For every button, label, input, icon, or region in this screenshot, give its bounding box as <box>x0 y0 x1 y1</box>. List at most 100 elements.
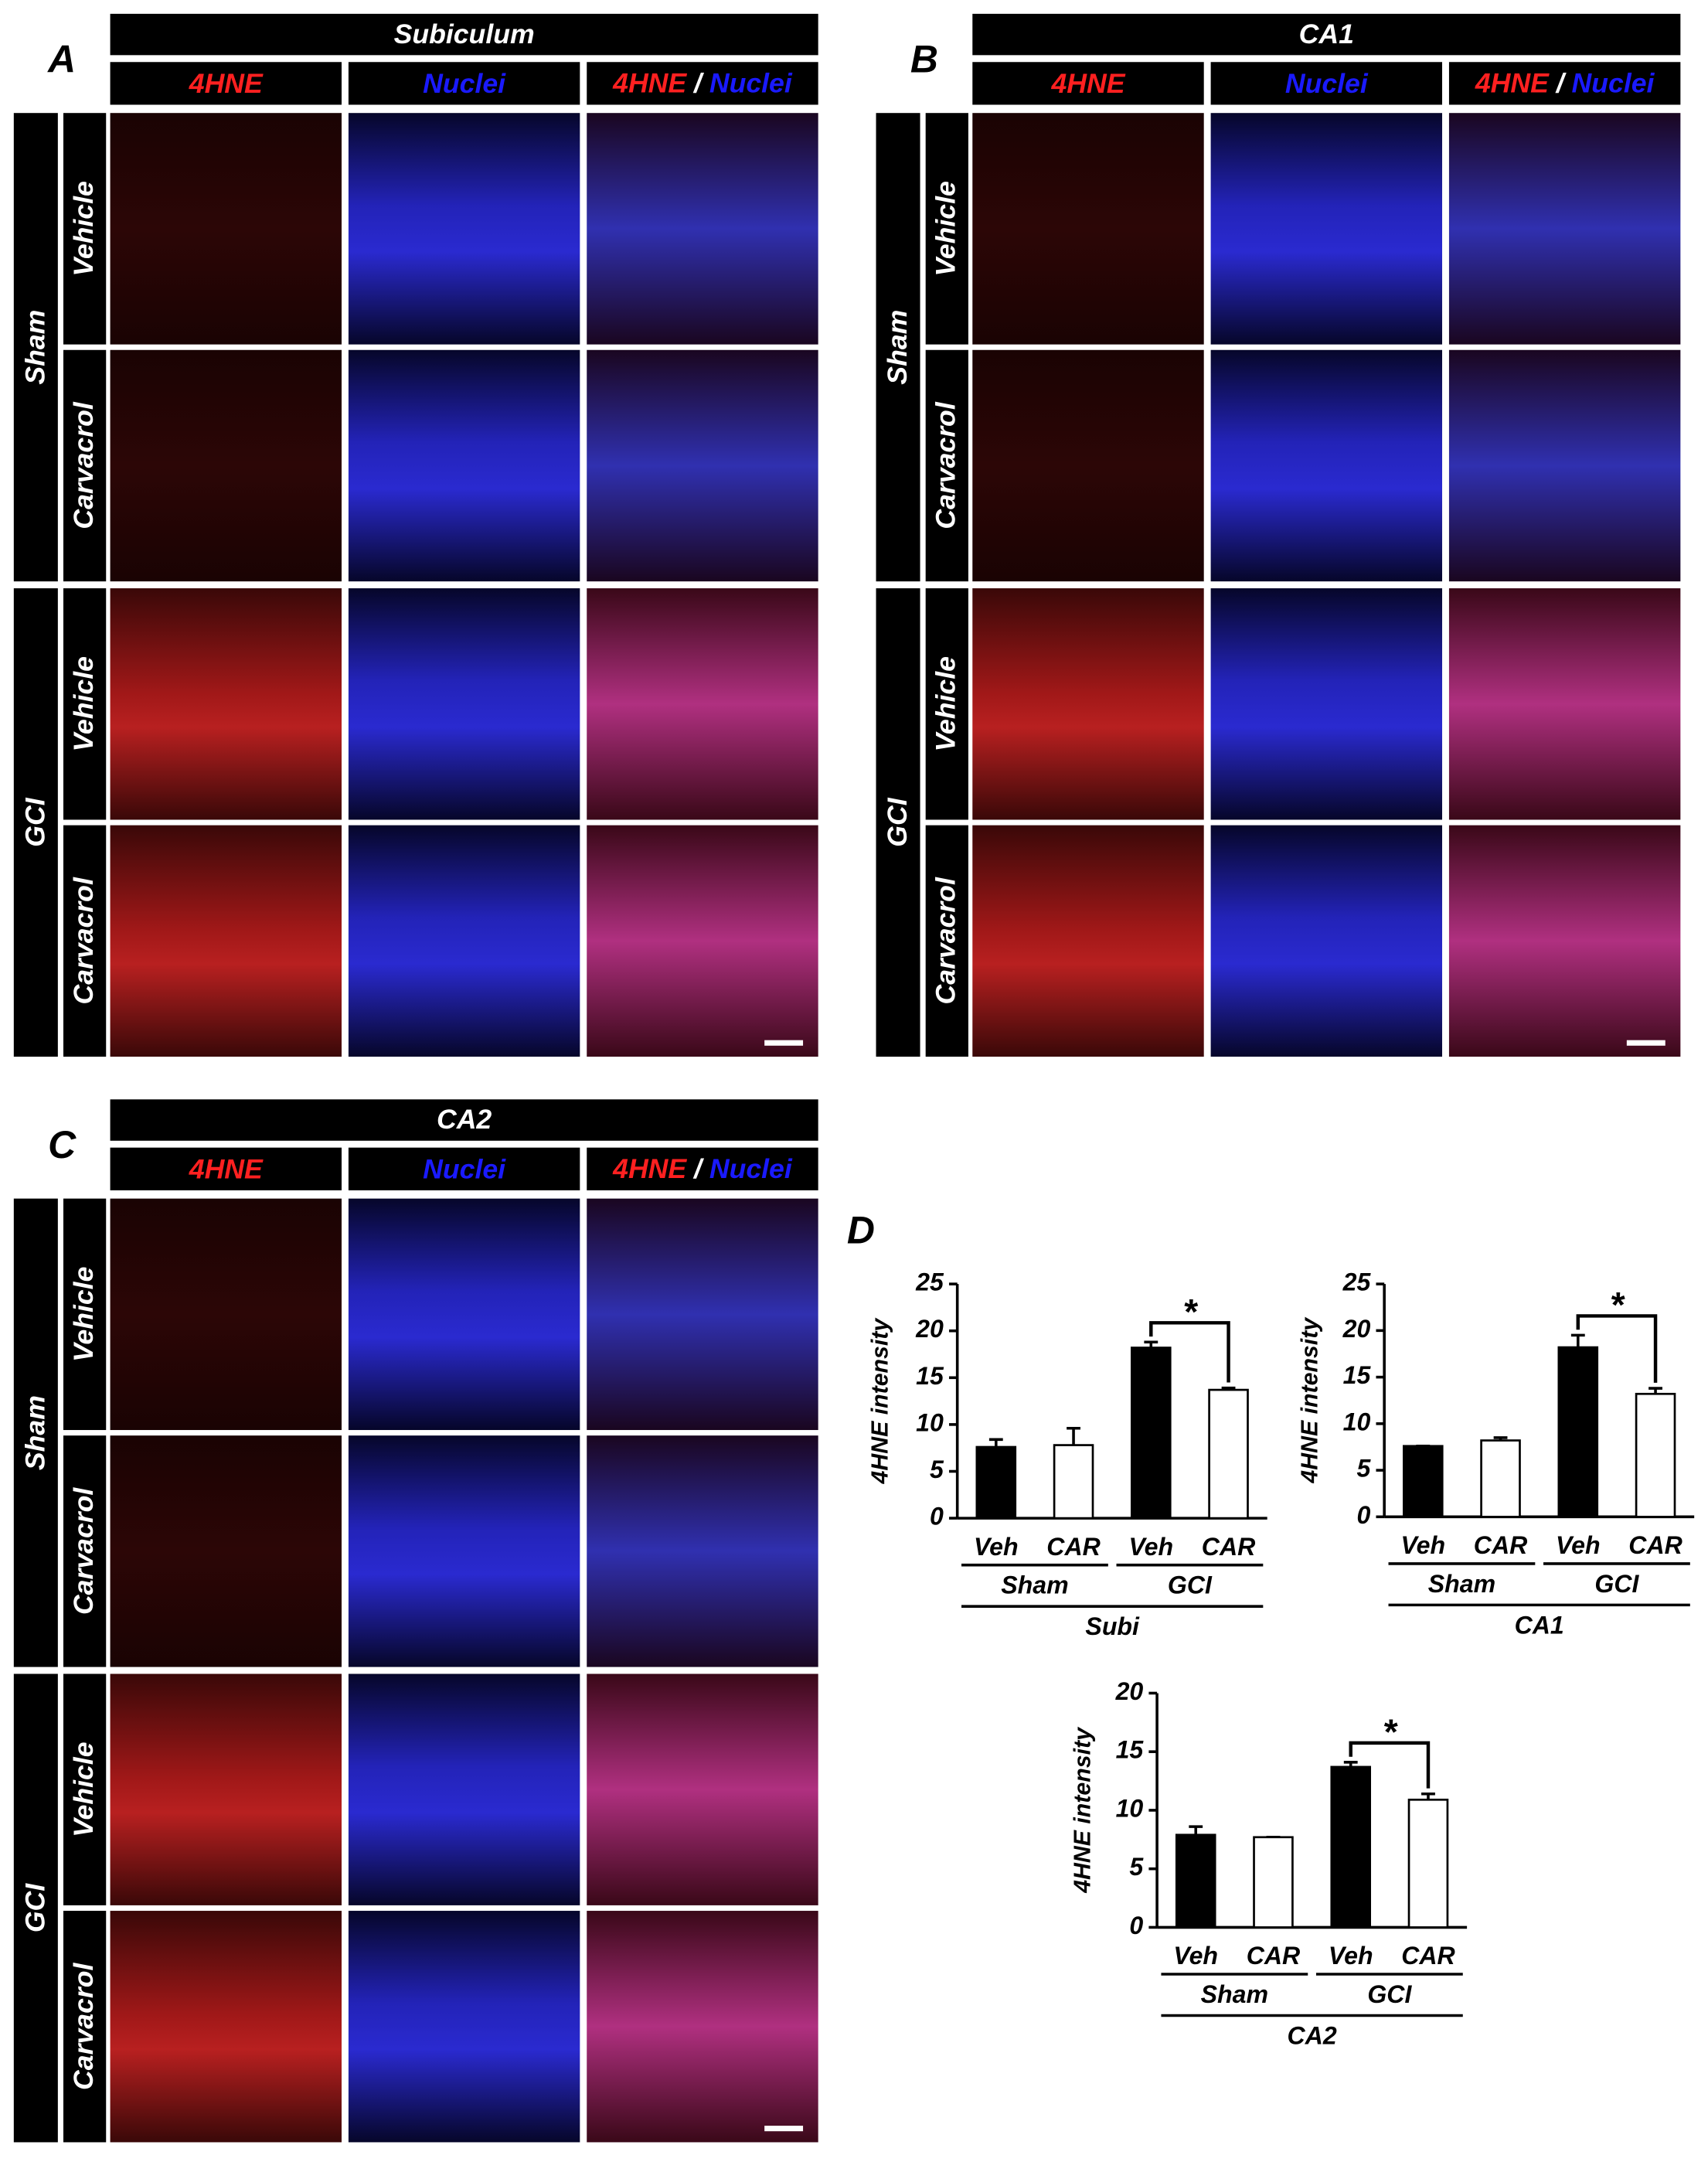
row-label-bar <box>63 1198 107 1431</box>
micrograph <box>110 588 342 820</box>
micrograph <box>110 825 342 1057</box>
significance-bracket <box>1576 1314 1658 1383</box>
x-axis-label: Subi <box>1085 1612 1140 1640</box>
row-label-bar <box>63 588 107 820</box>
title-bar <box>972 13 1681 56</box>
micrograph <box>972 113 1204 345</box>
x-tick-label: CAR <box>1046 1533 1101 1561</box>
column-header-bar <box>110 1147 342 1190</box>
micrograph <box>1210 825 1443 1057</box>
micrograph <box>110 1911 342 2143</box>
bar <box>1480 1439 1521 1518</box>
column-header-bar <box>1210 62 1443 105</box>
column-header-part: 4HNE <box>612 68 687 99</box>
group-label: Sham <box>20 1395 51 1470</box>
micrograph <box>1448 588 1681 820</box>
group-label: GCI <box>1367 1980 1412 2008</box>
scale-bar <box>1626 1040 1665 1046</box>
bar <box>1635 1392 1676 1518</box>
group-label: GCI <box>20 1883 51 1932</box>
row-label-bar <box>925 349 968 582</box>
micrograph <box>1448 349 1681 582</box>
y-tick-label: 5 <box>1129 1853 1144 1881</box>
group-label-bar <box>13 1673 58 2143</box>
micrograph <box>110 1198 342 1431</box>
x-tick-label: CAR <box>1474 1531 1528 1559</box>
group-label: Sham <box>20 310 51 385</box>
row-label: Vehicle <box>68 656 99 751</box>
column-header: Nuclei <box>1285 68 1369 99</box>
significance-label: * <box>1182 1292 1198 1332</box>
micrograph <box>587 1911 818 2143</box>
row-label-bar <box>925 588 968 820</box>
micrograph <box>348 1435 580 1667</box>
x-axis-label: CA2 <box>1288 2021 1337 2049</box>
y-axis-label: 4HNE intensity <box>868 1317 893 1485</box>
micrograph <box>110 1435 342 1667</box>
column-header: 4HNE <box>1050 68 1125 99</box>
micrograph <box>587 113 818 345</box>
x-tick-label: CAR <box>1628 1531 1682 1559</box>
column-header: 4HNE / Nuclei <box>612 1153 793 1184</box>
region-title: CA2 <box>437 1104 492 1135</box>
micrograph <box>348 1198 580 1431</box>
panel-label: A <box>46 37 76 80</box>
bar <box>1208 1388 1249 1520</box>
micrograph <box>348 113 580 345</box>
micrograph <box>587 349 818 582</box>
y-axis-label: 4HNE intensity <box>1298 1316 1323 1484</box>
micrograph <box>972 588 1204 820</box>
y-axis-label: 4HNE intensity <box>1070 1726 1096 1894</box>
column-header: 4HNE <box>189 1153 264 1184</box>
column-header-bar <box>110 62 342 105</box>
bar <box>1131 1347 1172 1520</box>
y-tick-label: 10 <box>916 1408 944 1436</box>
x-tick-label: CAR <box>1202 1533 1256 1561</box>
y-tick-label: 10 <box>1343 1408 1371 1435</box>
micrograph <box>1210 349 1443 582</box>
y-tick-label: 20 <box>1342 1315 1371 1343</box>
y-tick-label: 0 <box>1357 1501 1371 1529</box>
group-label-bar <box>13 1198 58 1667</box>
micrograph <box>348 1911 580 2143</box>
bar <box>1403 1445 1444 1518</box>
micrograph <box>1210 588 1443 820</box>
column-header-bar <box>348 1147 580 1190</box>
region-title: Subiculum <box>394 19 535 49</box>
column-header-bar <box>348 62 580 105</box>
group-label: GCI <box>1168 1571 1213 1599</box>
column-header-part: / <box>686 1153 705 1184</box>
row-label: Vehicle <box>68 1742 99 1837</box>
column-header-part: / <box>1549 68 1567 99</box>
panel-label: D <box>847 1208 875 1251</box>
x-tick-label: Veh <box>1128 1533 1173 1561</box>
x-tick-label: CAR <box>1401 1942 1455 1970</box>
row-label: Carvacrol <box>68 1962 99 2089</box>
column-header-part: Nuclei <box>702 1153 793 1184</box>
significance-label: * <box>1383 1711 1398 1752</box>
micrograph <box>348 825 580 1057</box>
x-axis-label: CA1 <box>1515 1611 1564 1639</box>
micrograph <box>110 1673 342 1905</box>
column-header-part: 4HNE <box>1475 68 1550 99</box>
x-tick-label: CAR <box>1247 1942 1301 1970</box>
row-label: Carvacrol <box>68 401 99 529</box>
column-header-bar <box>1448 62 1681 105</box>
y-tick-label: 5 <box>1357 1455 1372 1483</box>
micrograph <box>587 1435 818 1667</box>
row-label-bar <box>63 113 107 345</box>
group-label: Sham <box>1001 1571 1068 1599</box>
column-header: 4HNE / Nuclei <box>1475 68 1655 99</box>
y-tick-label: 20 <box>1115 1677 1144 1705</box>
row-label-bar <box>63 825 107 1057</box>
x-tick-label: Veh <box>1556 1531 1601 1559</box>
y-tick-label: 25 <box>1342 1268 1372 1296</box>
bar <box>1253 1836 1294 1929</box>
micrograph <box>587 825 818 1057</box>
y-tick-label: 0 <box>1129 1912 1143 1939</box>
group-label: GCI <box>20 797 51 846</box>
column-header: 4HNE <box>189 68 264 99</box>
scale-bar <box>764 2126 804 2132</box>
